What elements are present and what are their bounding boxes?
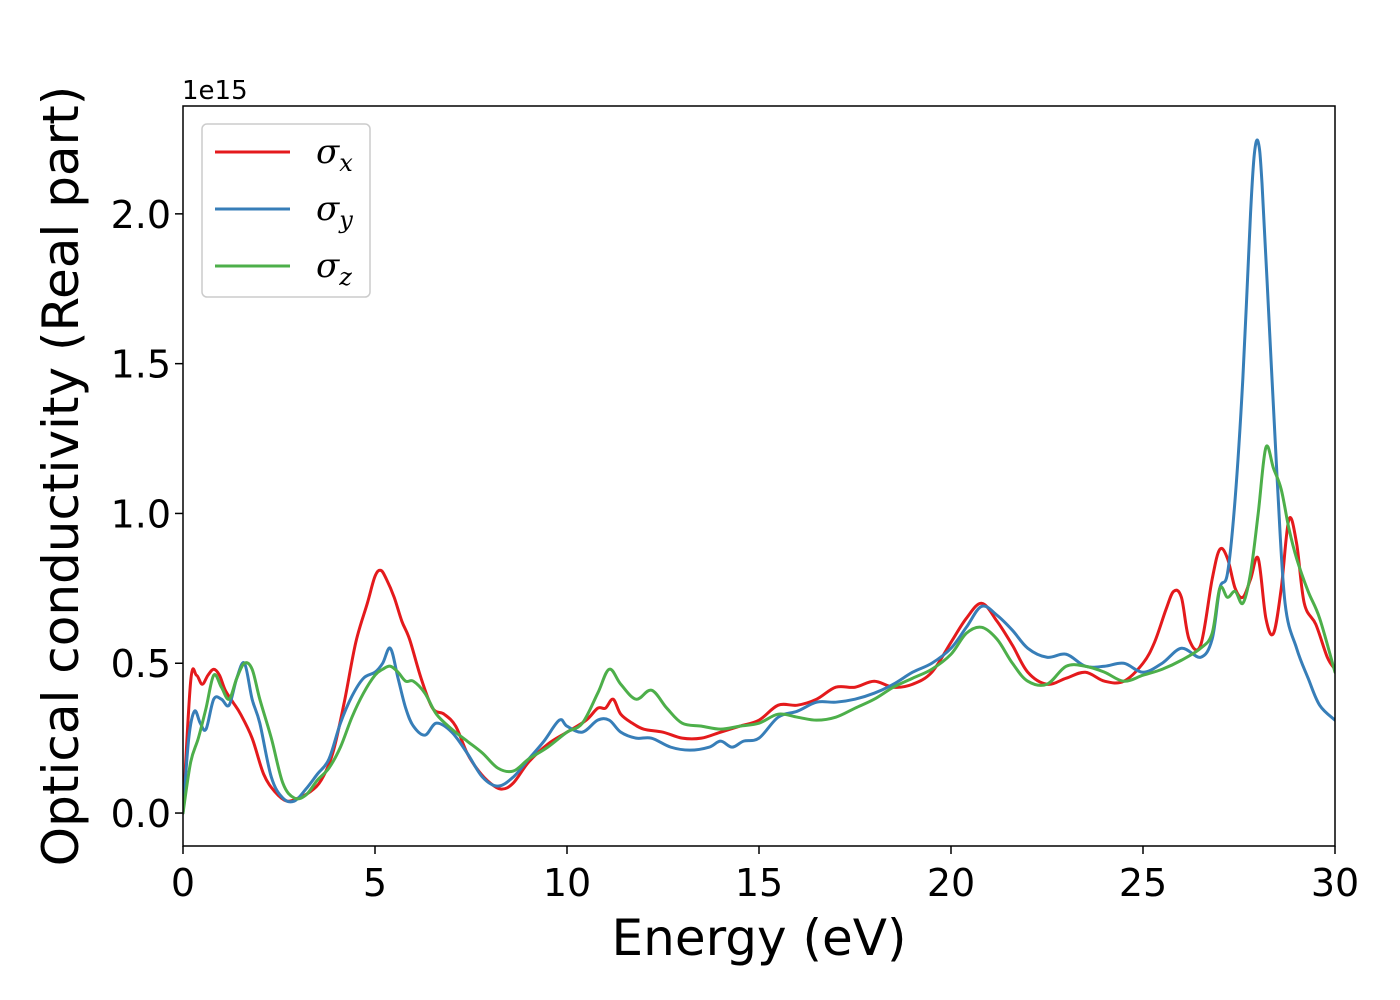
series-line-sigma-x bbox=[183, 516, 1335, 815]
x-tick-label: 25 bbox=[1119, 861, 1167, 905]
y-tick-label: 2.0 bbox=[111, 193, 171, 237]
y-axis-offset-label: 1e15 bbox=[182, 76, 248, 106]
y-tick-label: 1.5 bbox=[111, 343, 171, 387]
x-axis-label: Energy (eV) bbox=[612, 909, 907, 967]
series-line-sigma-z bbox=[183, 444, 1335, 815]
legend-label-sigma-x: σx bbox=[316, 132, 353, 177]
y-tick-label: 0.5 bbox=[111, 642, 171, 686]
y-tick-label: 1.0 bbox=[111, 492, 171, 536]
x-tick-label: 10 bbox=[543, 861, 591, 905]
y-tick-label: 0.0 bbox=[111, 792, 171, 836]
x-tick-label: 15 bbox=[735, 861, 783, 905]
legend-label-sigma-z: σz bbox=[316, 246, 352, 291]
x-tick-label: 5 bbox=[363, 861, 387, 905]
x-tick-label: 0 bbox=[171, 861, 195, 905]
series-line-sigma-y bbox=[183, 138, 1335, 815]
x-tick-label: 30 bbox=[1311, 861, 1359, 905]
x-tick-label: 20 bbox=[927, 861, 975, 905]
y-axis-label: Optical conductivity (Real part) bbox=[32, 86, 90, 867]
legend: σx σy σz bbox=[201, 123, 371, 298]
legend-label-sigma-y: σy bbox=[316, 189, 353, 234]
